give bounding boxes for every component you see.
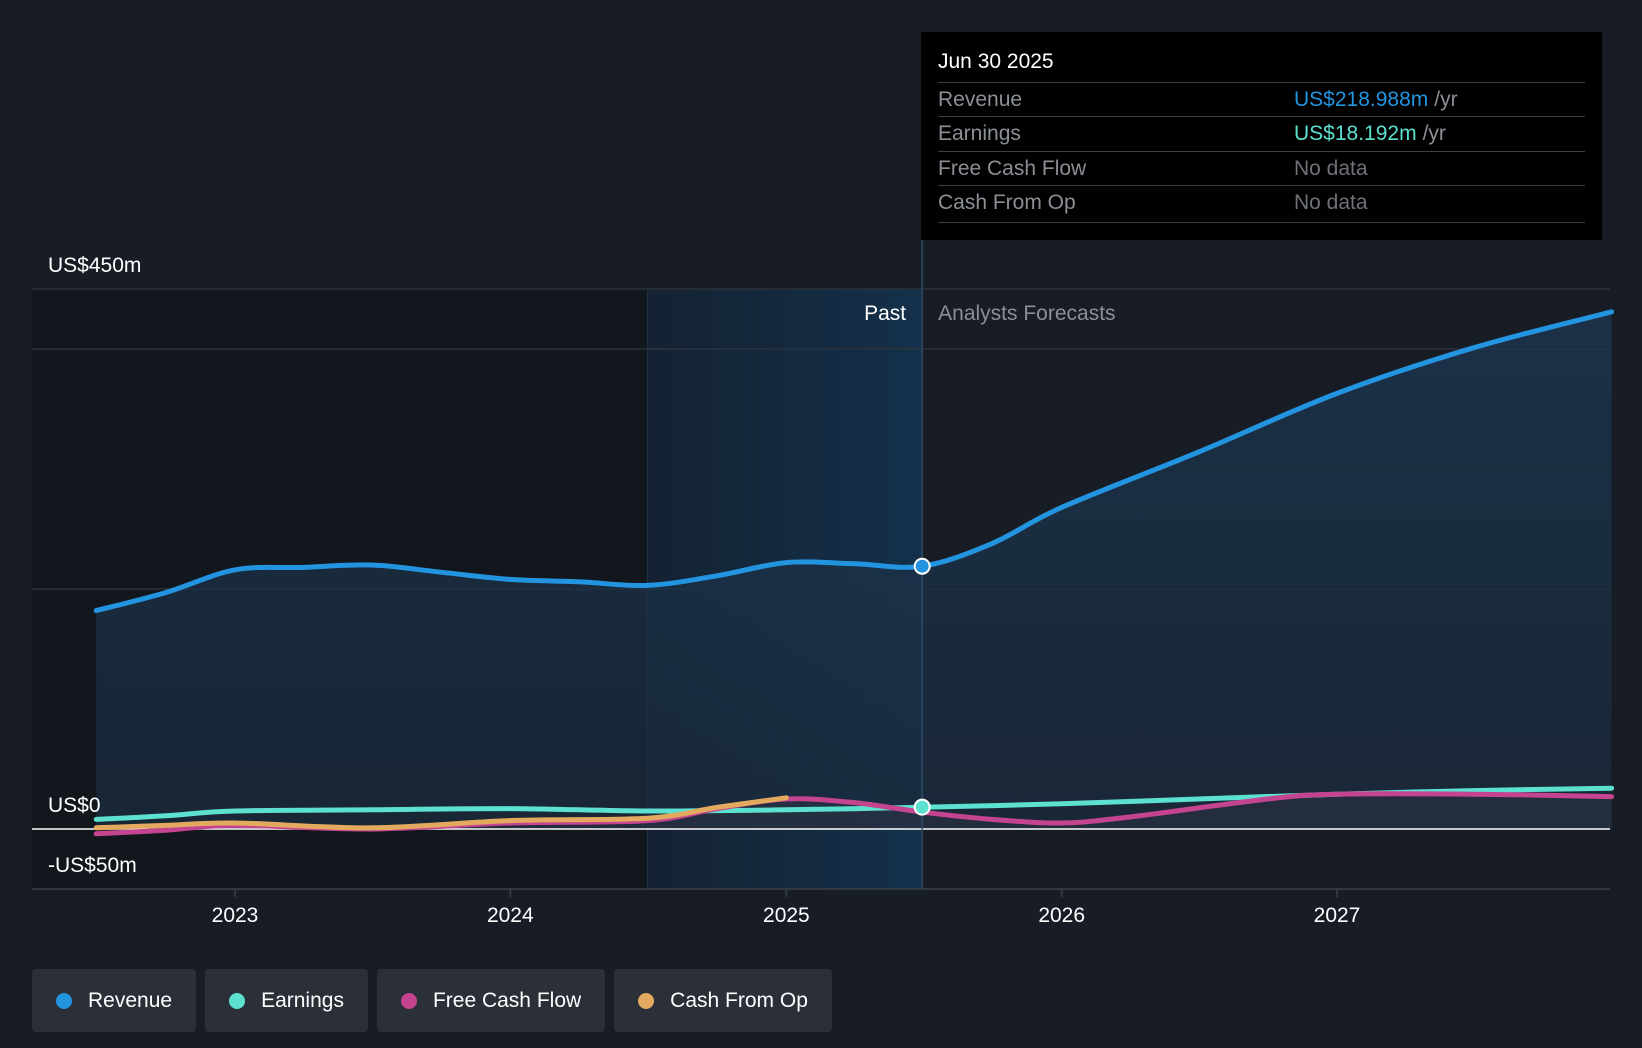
tooltip: Jun 30 2025 Revenue US$218.988m/yr Earni… bbox=[921, 32, 1602, 240]
x-tick-label: 2023 bbox=[212, 904, 259, 927]
y-tick-label: US$0 bbox=[48, 794, 101, 817]
tooltip-label: Free Cash Flow bbox=[938, 157, 1087, 180]
legend-item-revenue[interactable]: Revenue bbox=[32, 969, 197, 1032]
legend: Revenue Earnings Free Cash Flow Cash Fro… bbox=[32, 969, 832, 1032]
tooltip-value: US$218.988m/yr bbox=[1294, 88, 1458, 111]
tooltip-value: No data bbox=[1294, 157, 1368, 180]
x-tick-label: 2026 bbox=[1038, 904, 1085, 927]
legend-label: Earnings bbox=[261, 988, 344, 1012]
revenue-area bbox=[96, 311, 1612, 829]
legend-item-cash-from-op[interactable]: Cash From Op bbox=[614, 969, 832, 1032]
revenue-dot-icon bbox=[56, 992, 72, 1009]
y-tick-label: -US$50m bbox=[48, 854, 137, 877]
forecast-label: Analysts Forecasts bbox=[938, 302, 1115, 325]
tooltip-date: Jun 30 2025 bbox=[938, 50, 1054, 73]
legend-label: Cash From Op bbox=[670, 988, 808, 1012]
earnings-dot-icon bbox=[229, 992, 246, 1009]
tooltip-label: Revenue bbox=[938, 88, 1023, 111]
tooltip-label: Earnings bbox=[938, 122, 1021, 145]
tooltip-value: No data bbox=[1294, 191, 1368, 214]
tooltip-row-cash-from-op: Cash From Op No data bbox=[938, 185, 1585, 220]
tooltip-label: Cash From Op bbox=[938, 191, 1076, 214]
free-cash-flow-dot-icon bbox=[400, 992, 417, 1009]
x-tick-label: 2024 bbox=[487, 904, 534, 927]
revenue-hover-point bbox=[913, 557, 931, 575]
revenue-line bbox=[93, 309, 1615, 614]
x-tick-label: 2027 bbox=[1314, 904, 1361, 927]
legend-label: Free Cash Flow bbox=[432, 988, 582, 1012]
tooltip-value: US$18.192m/yr bbox=[1294, 122, 1446, 145]
legend-label: Revenue bbox=[88, 988, 173, 1012]
tooltip-row-earnings: Earnings US$18.192m/yr bbox=[938, 116, 1585, 151]
tooltip-row-revenue: Revenue US$218.988m/yr bbox=[938, 82, 1585, 117]
tooltip-row-free-cash-flow: Free Cash Flow No data bbox=[938, 151, 1585, 186]
cash-from-op-line bbox=[93, 795, 789, 831]
past-label: Past bbox=[864, 302, 906, 325]
tooltip-divider bbox=[938, 222, 1585, 223]
legend-item-free-cash-flow[interactable]: Free Cash Flow bbox=[376, 969, 606, 1032]
cash-from-op-dot-icon bbox=[638, 992, 655, 1009]
earnings-hover-point bbox=[913, 798, 931, 816]
legend-item-earnings[interactable]: Earnings bbox=[205, 969, 368, 1032]
y-tick-label: US$450m bbox=[48, 254, 141, 277]
x-tick-label: 2025 bbox=[763, 904, 810, 927]
